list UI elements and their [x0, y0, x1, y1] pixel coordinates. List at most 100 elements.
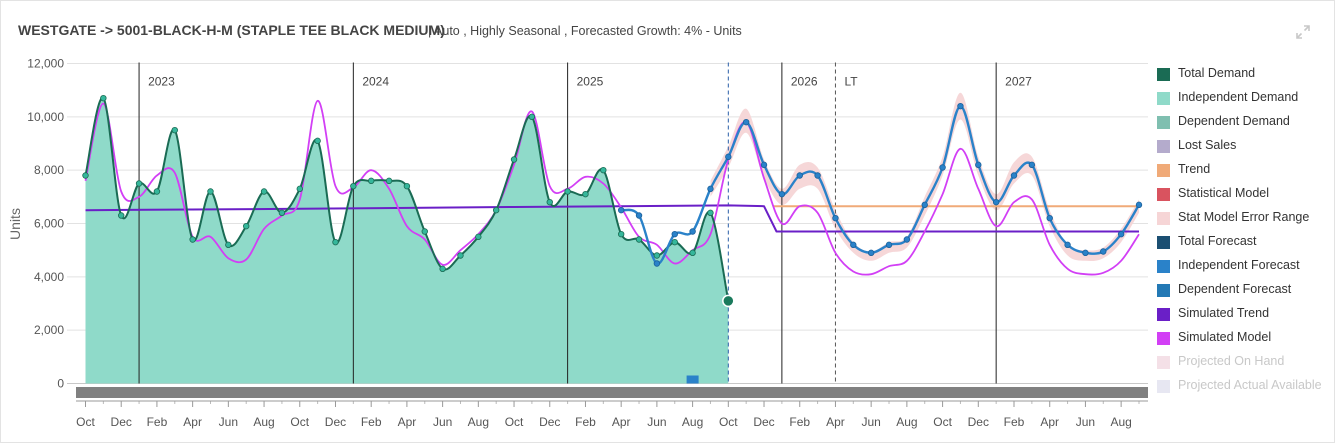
legend-swatch — [1157, 212, 1170, 225]
independent-forecast-point[interactable] — [957, 102, 964, 110]
independent-forecast-point[interactable] — [1046, 214, 1053, 222]
independent-forecast-point[interactable] — [1100, 248, 1107, 255]
x-tick-label: Jun — [861, 415, 880, 429]
x-tick-label: Dec — [753, 415, 774, 429]
independent-forecast-point[interactable] — [707, 185, 714, 193]
independent-forecast-point[interactable] — [725, 153, 732, 161]
range-scrollbar[interactable] — [76, 387, 1148, 398]
independent-forecast-point[interactable] — [903, 236, 911, 243]
total-demand-point[interactable] — [617, 230, 625, 238]
legend-item-stat-model-error-range[interactable]: Stat Model Error Range — [1157, 208, 1333, 232]
dependent-demand-bar[interactable] — [686, 375, 699, 384]
current-period-point[interactable] — [722, 294, 735, 308]
total-demand-point[interactable] — [171, 126, 178, 134]
legend-swatch — [1157, 380, 1170, 393]
total-demand-point[interactable] — [403, 182, 411, 190]
independent-forecast-point[interactable] — [867, 249, 875, 257]
independent-forecast-point[interactable] — [832, 214, 839, 222]
legend-item-dependent-demand[interactable]: Dependent Demand — [1157, 112, 1333, 136]
independent-forecast-point[interactable] — [778, 190, 786, 198]
total-demand-point[interactable] — [653, 252, 661, 259]
independent-forecast-point[interactable] — [921, 201, 928, 209]
total-demand-point[interactable] — [582, 190, 589, 198]
independent-forecast-point[interactable] — [796, 172, 803, 179]
legend-item-projected-on-hand[interactable]: Projected On Hand — [1157, 352, 1333, 376]
total-demand-point[interactable] — [600, 166, 607, 174]
legend-swatch — [1157, 332, 1170, 345]
total-demand-point[interactable] — [367, 177, 375, 185]
independent-forecast-point[interactable] — [1064, 241, 1071, 249]
independent-forecast-point[interactable] — [671, 230, 678, 238]
independent-forecast-point[interactable] — [760, 161, 768, 169]
independent-forecast-point[interactable] — [850, 241, 857, 249]
independent-forecast-point[interactable] — [1082, 249, 1089, 257]
independent-forecast-point[interactable] — [635, 212, 643, 219]
total-demand-point[interactable] — [135, 180, 143, 187]
x-tick-label: Oct — [933, 415, 952, 429]
independent-forecast-point[interactable] — [1117, 230, 1125, 238]
independent-forecast-point[interactable] — [689, 228, 696, 235]
total-demand-point[interactable] — [118, 212, 125, 219]
legend-item-statistical-model[interactable]: Statistical Model — [1157, 184, 1333, 208]
independent-forecast-point[interactable] — [1135, 201, 1143, 209]
total-demand-point[interactable] — [421, 228, 428, 235]
independent-forecast-point[interactable] — [939, 164, 946, 171]
total-demand-point[interactable] — [475, 233, 482, 241]
total-demand-point[interactable] — [243, 222, 250, 230]
independent-forecast-point[interactable] — [975, 161, 982, 169]
independent-forecast-point[interactable] — [885, 241, 893, 249]
total-demand-point[interactable] — [296, 185, 303, 193]
x-tick-label: Oct — [76, 415, 95, 429]
total-demand-point[interactable] — [82, 172, 89, 179]
expand-icon[interactable] — [1295, 24, 1311, 40]
total-demand-point[interactable] — [546, 198, 553, 206]
legend-item-simulated-model[interactable]: Simulated Model — [1157, 328, 1333, 352]
legend-item-independent-demand[interactable]: Independent Demand — [1157, 88, 1333, 112]
legend-item-projected-actual-available[interactable]: Projected Actual Available — [1157, 376, 1333, 400]
x-tick-label: Oct — [719, 415, 738, 429]
total-demand-point[interactable] — [689, 249, 696, 257]
total-demand-point[interactable] — [528, 113, 536, 121]
total-demand-line[interactable] — [84, 97, 730, 302]
legend-item-dependent-forecast[interactable]: Dependent Forecast — [1157, 280, 1333, 304]
total-demand-point[interactable] — [189, 236, 196, 243]
simulated-model-line[interactable] — [84, 99, 1140, 276]
legend-label: Projected On Hand — [1178, 354, 1285, 368]
total-demand-point[interactable] — [278, 209, 286, 217]
legend-item-trend[interactable]: Trend — [1157, 160, 1333, 184]
legend-item-total-demand[interactable]: Total Demand — [1157, 64, 1333, 88]
period-markers: 2023 2024 2025 2026 LT 2027 — [138, 62, 1032, 384]
total-demand-point[interactable] — [100, 94, 107, 102]
total-demand-point[interactable] — [260, 188, 268, 195]
legend-swatch — [1157, 92, 1170, 105]
independent-forecast-point[interactable] — [742, 118, 750, 126]
x-tick-label: Feb — [575, 415, 596, 429]
legend-item-lost-sales[interactable]: Lost Sales — [1157, 136, 1333, 160]
independent-forecast-point[interactable] — [814, 172, 821, 179]
total-demand-point[interactable] — [350, 182, 357, 190]
independent-forecast-point[interactable] — [1010, 172, 1018, 179]
total-demand-point[interactable] — [385, 177, 393, 185]
total-demand-point[interactable] — [207, 188, 214, 195]
simulated-trend-line[interactable] — [85, 204, 1140, 233]
total-demand-point[interactable] — [314, 137, 321, 145]
x-tick-label: Jun — [219, 415, 238, 429]
total-demand-point[interactable] — [457, 252, 464, 259]
legend-item-simulated-trend[interactable]: Simulated Trend — [1157, 304, 1333, 328]
total-demand-point[interactable] — [564, 188, 571, 195]
independent-forecast-point[interactable] — [1028, 161, 1036, 169]
legend-item-total-forecast[interactable]: Total Forecast — [1157, 232, 1333, 256]
total-demand-point[interactable] — [332, 238, 339, 246]
legend-item-independent-forecast[interactable]: Independent Forecast — [1157, 256, 1333, 280]
total-demand-point[interactable] — [510, 156, 518, 163]
independent-forecast-point[interactable] — [653, 260, 661, 267]
total-demand-point[interactable] — [225, 241, 232, 249]
independent-forecast-point[interactable] — [617, 206, 625, 214]
independent-forecast-point[interactable] — [992, 198, 1000, 206]
total-demand-point[interactable] — [492, 206, 500, 214]
total-demand-point[interactable] — [635, 236, 643, 243]
total-demand-point[interactable] — [707, 209, 714, 217]
total-demand-point[interactable] — [439, 265, 446, 273]
total-demand-point[interactable] — [671, 238, 678, 246]
total-demand-point[interactable] — [153, 188, 161, 195]
